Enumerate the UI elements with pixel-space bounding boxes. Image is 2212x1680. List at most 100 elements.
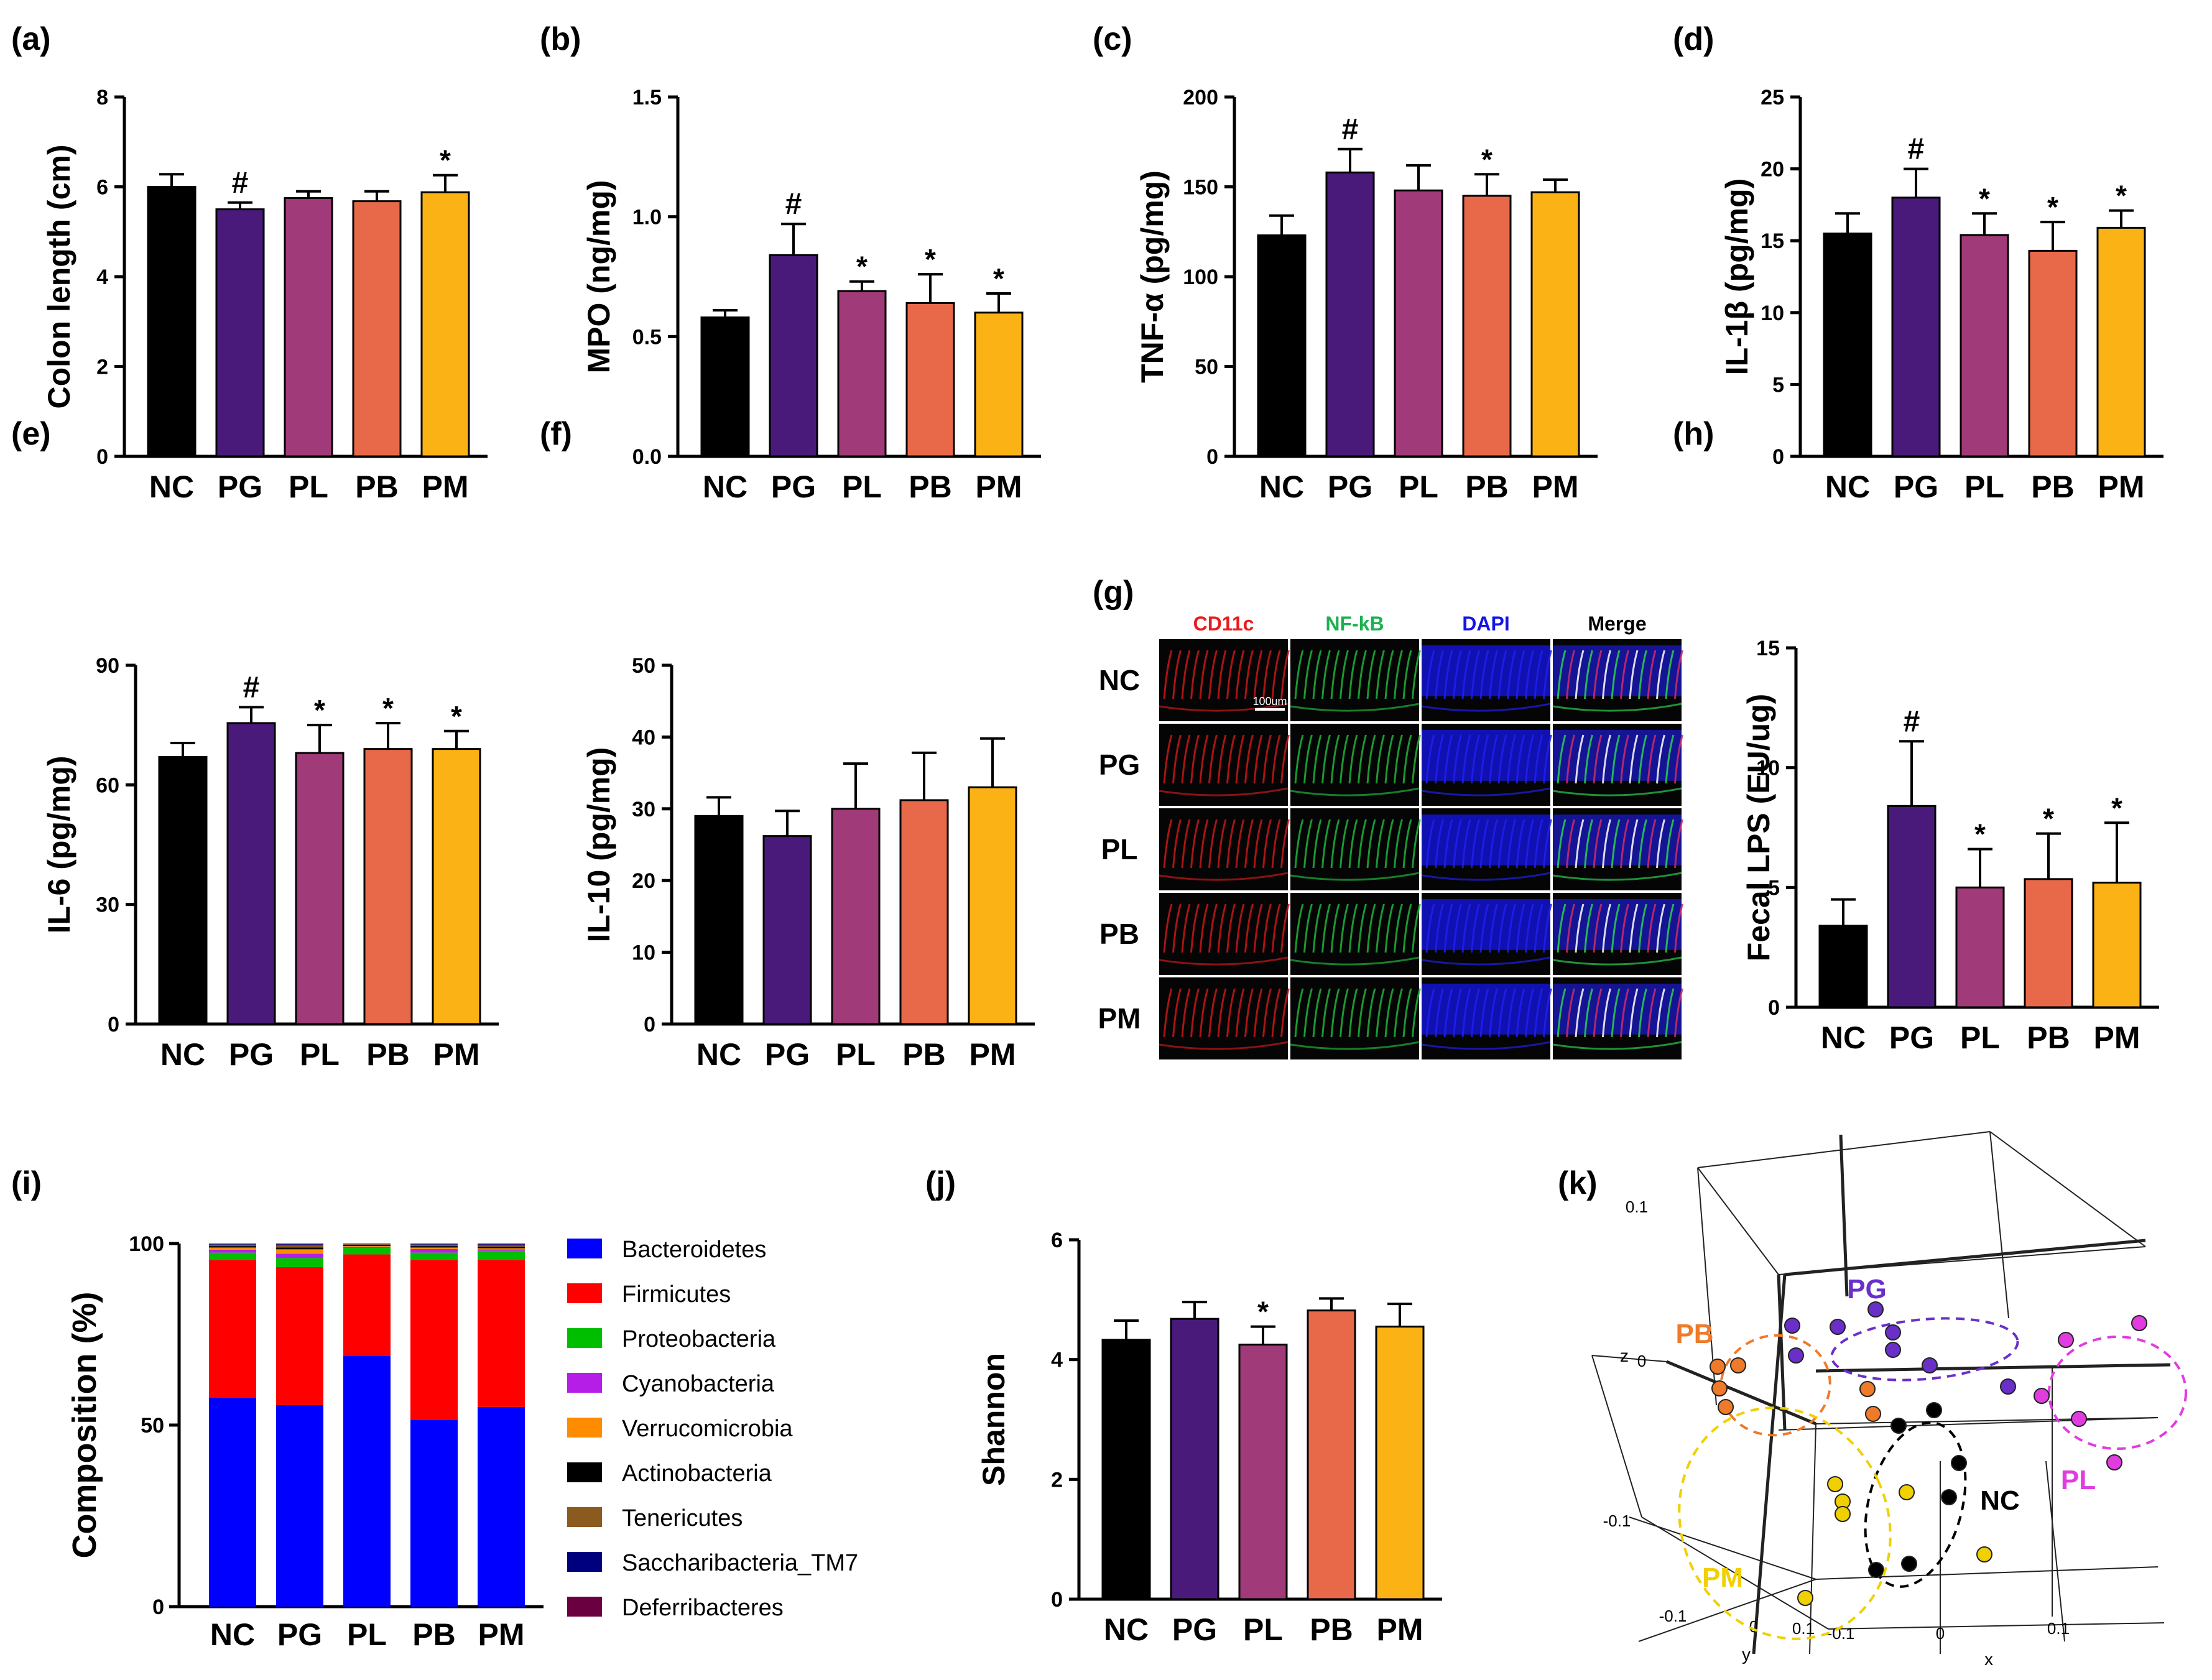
y-tick-label: 1.5 [632, 86, 662, 109]
bar-PB [1462, 195, 1512, 458]
crypt-structure [1534, 988, 1543, 1038]
x-tick-label: PL [347, 1617, 387, 1652]
group-label: NC [1980, 1485, 2020, 1516]
panel-h: (h) 0 5 10 15 Fecal LPS (EU/ug) NC PG # PL * PB * PM * [1673, 416, 2159, 1055]
crypt-structure [1656, 903, 1665, 953]
segment-proteobacteria [276, 1258, 323, 1267]
crypt-structure [1321, 650, 1331, 699]
significance-mark: * [993, 262, 1004, 295]
legend-label: Verrucomicrobia [622, 1416, 793, 1442]
row-label: PB [1099, 918, 1139, 950]
crypt-structure [1262, 903, 1272, 953]
pcoa-grid-line [1778, 1417, 2159, 1431]
pcoa-point [1835, 1506, 1851, 1522]
crypt-structure [1611, 988, 1621, 1038]
panel-label: (i) [11, 1165, 42, 1201]
y-tick-label: 2 [96, 356, 108, 379]
crypt-structure [1244, 903, 1254, 953]
crypt-structure [1665, 903, 1675, 953]
crypt-structure [1402, 903, 1412, 953]
y-axis-label: Shannon [976, 1353, 1011, 1486]
pcoa-grid-line [1591, 1355, 1667, 1362]
x-tick-label: PG [1889, 1020, 1934, 1055]
y-tick-label: 40 [632, 726, 655, 749]
crypt-structure [1516, 650, 1525, 699]
y-axis-label: Fecal LPS (EU/ug) [1741, 694, 1776, 962]
bar-PL [831, 808, 881, 1025]
y-tick-label: 0 [1768, 996, 1780, 1020]
crypt-structure [1489, 650, 1498, 699]
x-tick-label: PG [765, 1037, 810, 1072]
crypt-structure [1638, 819, 1647, 869]
x-tick-label: PG [229, 1037, 274, 1072]
muscularis-line [1290, 703, 1420, 712]
significance-mark: * [440, 144, 451, 177]
bar-PG [226, 722, 276, 1025]
crypt-structure [1412, 734, 1421, 784]
segment-verrucomicrobia [276, 1249, 323, 1254]
crypt-structure [1271, 650, 1281, 699]
crypt-structure [1479, 819, 1489, 869]
muscularis-line [1290, 956, 1420, 966]
crypt-structure [1471, 988, 1480, 1038]
crypt-structure [1534, 819, 1543, 869]
legend-swatch [567, 1462, 602, 1482]
crypt-structure [1384, 903, 1394, 953]
panel-i: (i) 0 50 100 Composition (%) NC PG PL PB PM Bacter… [11, 1165, 858, 1652]
x-tick-label: NC [1104, 1612, 1149, 1647]
crypt-structure [1638, 650, 1647, 699]
crypt-structure [1253, 903, 1263, 953]
y-tick-label: 200 [1183, 86, 1218, 109]
panel-label: (e) [11, 416, 51, 452]
crypt-structure [1611, 903, 1621, 953]
crypt-structure [1358, 903, 1367, 953]
crypt-structure [1358, 734, 1367, 784]
crypt-structure [1303, 734, 1313, 784]
crypt-structure [1253, 819, 1263, 869]
crypt-structure [1412, 650, 1421, 699]
muscularis-line [1421, 787, 1551, 796]
segment-verrucomicrobia [209, 1247, 256, 1250]
crypt-structure [1453, 988, 1462, 1038]
y-tick-label: 4 [1051, 1349, 1063, 1372]
segment-firmicutes [410, 1260, 458, 1420]
crypt-structure [1253, 988, 1263, 1038]
y-tick-label: 1.0 [632, 206, 662, 229]
pcoa-grid-line [1697, 1167, 1779, 1275]
segment-firmicutes [276, 1267, 323, 1405]
crypt-structure [1271, 734, 1281, 784]
crypt-structure [1507, 734, 1516, 784]
legend-swatch [567, 1597, 602, 1617]
crypt-structure [1163, 734, 1173, 784]
muscularis-line [1159, 872, 1289, 881]
segment-bacteroidetes [343, 1356, 391, 1607]
segment-verrucomicrobia [410, 1247, 458, 1249]
crypt-structure [1584, 650, 1593, 699]
crypt-structure [1181, 988, 1191, 1038]
crypt-structure [1235, 650, 1245, 699]
crypt-structure [1516, 734, 1525, 784]
crypt-structure [1647, 903, 1657, 953]
crypt-structure [1525, 903, 1534, 953]
pcoa-point [1922, 1357, 1938, 1373]
pcoa-point [2106, 1454, 2122, 1470]
y-axis-label: Colon length (cm) [42, 145, 76, 409]
crypt-structure [1557, 734, 1566, 784]
crypt-structure [1557, 650, 1566, 699]
bar-PG [215, 208, 265, 458]
row-label: PM [1098, 1002, 1141, 1035]
crypt-structure [1507, 819, 1516, 869]
legend-swatch [567, 1328, 602, 1348]
crypt-structure [1280, 988, 1290, 1038]
segment-bacteroidetes [276, 1405, 323, 1607]
crypt-structure [1412, 988, 1421, 1038]
pcoa-point [1711, 1380, 1728, 1396]
crypt-structure [1235, 734, 1245, 784]
crypt-structure [1280, 819, 1290, 869]
crypt-structure [1253, 650, 1263, 699]
crypt-structure [1489, 819, 1498, 869]
x-tick-label: PB [902, 1037, 945, 1072]
legend-label: Deferribacteres [622, 1595, 784, 1621]
crypt-structure [1172, 819, 1182, 869]
crypt-structure [1516, 988, 1525, 1038]
